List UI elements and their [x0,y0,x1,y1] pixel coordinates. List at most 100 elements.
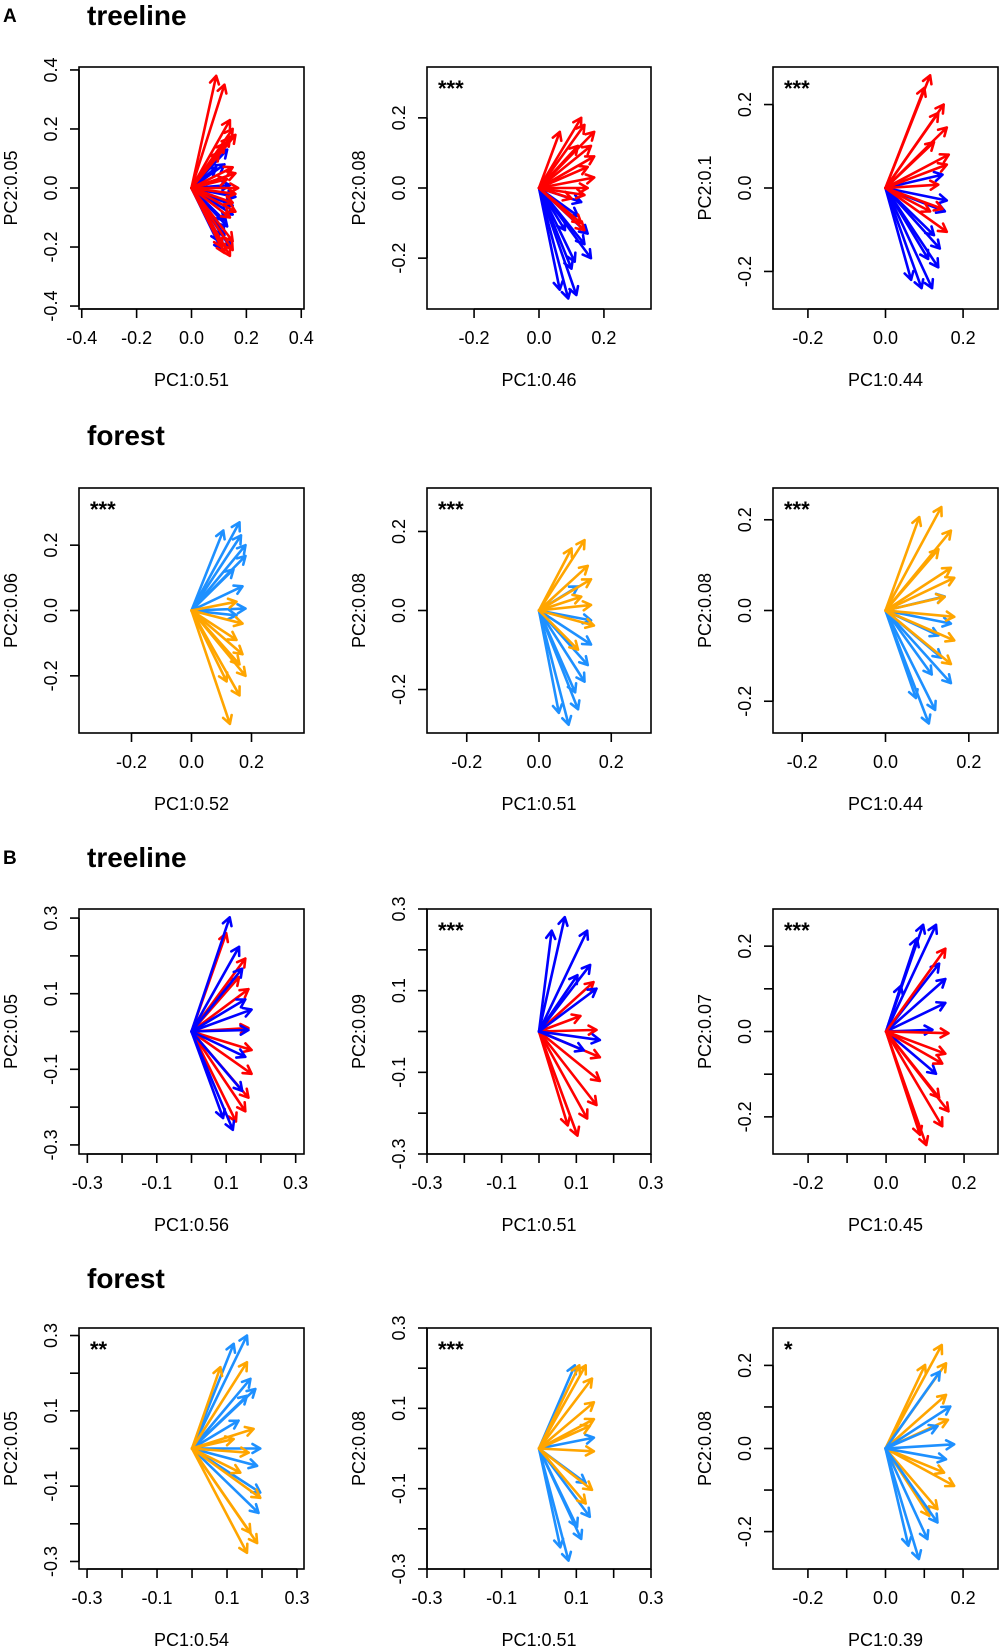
loading-arrow [537,609,580,651]
x-axis: -0.3 -0.1 0.1 0.3 [411,1153,664,1193]
y-axis: -0.3 -0.1 0.1 0.3 [389,1315,428,1585]
loading-arrow [884,1370,942,1450]
loading-arrow [884,1030,947,1057]
y-tick-label: -0.2 [735,1101,755,1132]
loading-arrow [190,609,244,656]
loading-arrow [190,543,247,612]
loading-arrow [537,1447,580,1529]
loading-arrow [537,1030,572,1127]
loading-arrow [884,609,956,643]
loading-arrow [537,609,586,683]
biplot-panel: -0.2 0.0 0.2 -0.2 0.0 0.2 PC1:0.39 PC2:0.08 * [695,1327,999,1647]
y-tick-label: -0.2 [41,232,61,263]
x-axis-title: PC1:0.52 [154,794,229,814]
loading-arrow [884,179,940,191]
y-tick-label: -0.1 [41,1471,61,1502]
vector-series [537,585,593,727]
loading-arrow [190,1030,244,1093]
loading-arrow [537,1377,594,1450]
loading-arrow [190,584,244,612]
biplot-panel: -0.2 0.0 0.2 -0.2 0.0 0.2 PC1:0.44 PC2:0.1 *** [695,66,999,390]
loading-arrow [190,568,235,612]
loading-arrow [537,186,586,246]
y-tick-label: -0.3 [41,1546,61,1577]
loading-arrow [190,1447,260,1515]
loading-arrow [537,973,579,1033]
loading-arrow [190,186,224,249]
y-axis-title: PC2:0.05 [1,994,21,1069]
significance-annotation: *** [784,497,810,522]
loading-arrow [190,186,237,199]
y-axis-title: PC2:0.05 [1,1411,21,1486]
loading-arrow [884,566,953,612]
y-axis-title: PC2:0.08 [695,573,715,648]
loading-arrow [884,575,956,612]
loading-arrow [537,609,564,715]
loading-arrow [884,140,936,190]
y-tick-label: -0.2 [41,660,61,691]
loading-arrow [537,1030,586,1053]
loading-arrow [884,186,949,234]
loading-arrow [190,1334,249,1450]
significance-annotation: ** [90,1337,108,1362]
loading-arrow [537,1447,565,1549]
y-tick-label: 0.2 [735,934,755,959]
x-tick-label: 0.1 [215,1588,240,1608]
loading-arrow [537,929,557,1033]
x-tick-label: -0.2 [787,752,818,772]
loading-arrow [884,984,905,1033]
y-tick-label: 0.2 [41,533,61,558]
loading-arrow [884,1423,939,1450]
loading-arrow [884,1447,956,1488]
x-tick-label: -0.2 [451,752,482,772]
loading-arrow [190,186,232,219]
x-tick-label: 0.4 [289,328,314,348]
loading-arrow [190,1447,249,1555]
loading-arrow [884,1030,941,1099]
y-axis: -0.2 0.0 0.2 [389,105,428,274]
x-tick-label: 0.0 [179,328,204,348]
loading-arrow [190,609,233,726]
biplot-panel: -0.3 -0.1 0.1 0.3 -0.3 -0.1 0.1 0.3 PC1:0.51 PC2:… [349,1315,664,1647]
loading-arrow [884,1030,944,1065]
x-axis: -0.2 0.0 0.2 [787,732,981,772]
y-axis: -0.3 -0.1 0.1 0.3 [41,906,80,1160]
x-axis-title: PC1:0.51 [501,1630,576,1647]
loading-arrow [537,915,569,1033]
loading-arrow [537,1030,602,1045]
loading-arrow [884,86,927,190]
vector-series [190,1360,262,1555]
loading-arrow [190,945,241,1033]
loading-arrow [537,186,583,225]
loading-arrow [537,1013,582,1033]
loading-arrow [190,1447,262,1500]
x-axis: -0.2 0.0 0.2 [451,732,624,772]
x-tick-label: 0.1 [214,1173,239,1193]
y-axis-title: PC2:0.08 [349,1411,369,1486]
vector-series [537,1364,596,1562]
loading-arrow [884,1030,924,1137]
x-axis-title: PC1:0.45 [848,1215,923,1235]
loading-arrow [537,1401,596,1450]
loading-arrow [190,175,229,190]
significance-annotation: *** [784,918,810,943]
vector-series [884,1370,956,1561]
x-tick-label: 0.2 [951,1588,976,1608]
biplot-panel: -0.3 -0.1 0.1 0.3 -0.3 -0.1 0.1 0.3 PC1:0.54 PC2:… [1,1323,310,1647]
vector-series [190,597,247,726]
significance-annotation: * [784,1337,793,1362]
x-tick-label: -0.1 [486,1173,517,1193]
vector-series [537,915,602,1053]
loading-arrow [537,1030,589,1120]
x-tick-label: 0.2 [239,752,264,772]
loading-arrow [884,923,939,1033]
y-tick-label: -0.3 [389,1553,409,1584]
loading-arrow [884,186,935,290]
x-tick-label: 0.2 [951,328,976,348]
loading-arrow [884,1447,939,1524]
loading-arrow [884,609,953,666]
y-tick-label: 0.3 [41,906,61,931]
vector-series [537,980,602,1137]
x-tick-label: 0.0 [526,328,551,348]
x-tick-label: 0.0 [526,752,551,772]
